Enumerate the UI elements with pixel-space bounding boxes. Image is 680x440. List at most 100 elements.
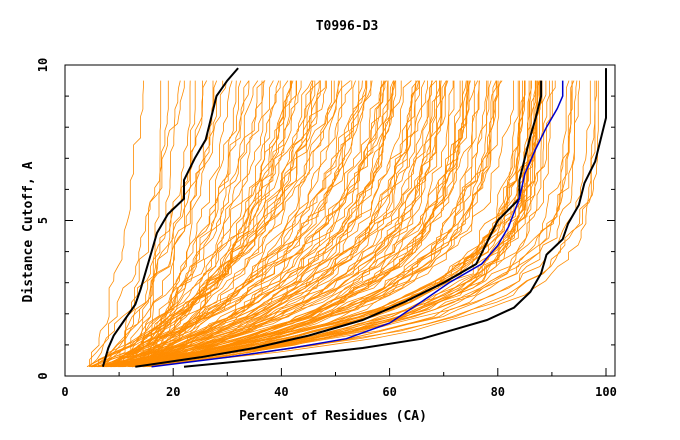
- model-curve: [138, 80, 599, 368]
- model-curve: [143, 80, 597, 368]
- model-curve: [111, 80, 292, 367]
- x-axis-label: Percent of Residues (CA): [239, 409, 427, 424]
- model-curve: [142, 80, 242, 367]
- model-curve: [136, 80, 596, 368]
- model-curve: [112, 80, 440, 368]
- x-tick-label: 0: [61, 385, 68, 399]
- x-tick-label: 40: [274, 385, 288, 399]
- model-curve: [87, 80, 326, 368]
- model-curve: [107, 80, 363, 368]
- model-curve: [134, 80, 448, 368]
- model-curve: [130, 80, 266, 367]
- y-tick-label: 5: [36, 217, 50, 224]
- model-curve: [113, 80, 259, 367]
- model-curve: [88, 80, 208, 367]
- model-curve: [116, 80, 169, 367]
- model-curve: [98, 80, 250, 368]
- highlight-curve-4: [183, 68, 607, 368]
- model-curve: [122, 80, 420, 368]
- model-curve: [139, 80, 497, 368]
- model-curve: [143, 80, 353, 368]
- model-curve: [147, 80, 419, 368]
- model-curve: [99, 80, 396, 368]
- model-curve: [132, 80, 538, 368]
- model-curve: [133, 80, 181, 367]
- y-tick-label: 10: [36, 58, 50, 72]
- model-curve: [136, 80, 455, 368]
- model-curve: [130, 80, 233, 367]
- model-curve: [118, 80, 442, 368]
- model-curve: [94, 80, 447, 368]
- model-curve: [131, 80, 489, 368]
- model-curve: [96, 80, 428, 368]
- highlight-curve-3: [151, 80, 564, 368]
- model-curve: [89, 80, 396, 368]
- y-axis-label: Distance Cutoff, A: [21, 161, 36, 302]
- model-curve: [111, 80, 412, 368]
- model-curve: [98, 80, 227, 367]
- model-curve: [124, 80, 335, 368]
- highlight-curves: [101, 67, 607, 368]
- model-curve: [103, 80, 542, 368]
- model-curve: [90, 80, 144, 367]
- x-tick-label: 20: [166, 385, 180, 399]
- model-curve: [92, 80, 341, 368]
- model-curve: [142, 80, 501, 368]
- model-curve: [148, 80, 297, 367]
- x-tick-label: 100: [595, 385, 617, 399]
- model-curve: [152, 80, 449, 368]
- model-curve: [104, 80, 542, 368]
- model-curve: [98, 80, 368, 368]
- model-curve: [136, 80, 386, 368]
- model-curve: [143, 80, 580, 368]
- model-curve: [115, 80, 541, 368]
- model-curve: [124, 80, 327, 367]
- model-curve: [118, 80, 471, 368]
- model-curve: [145, 80, 162, 367]
- x-tick-label: 60: [382, 385, 396, 399]
- model-curve: [150, 80, 432, 368]
- model-curve: [108, 80, 394, 368]
- highlight-curve-2: [135, 80, 543, 368]
- model-curve: [107, 80, 503, 368]
- model-curve: [110, 80, 591, 368]
- model-curve: [104, 80, 203, 367]
- model-curve: [102, 80, 469, 368]
- y-tick-label: 0: [36, 372, 50, 379]
- model-curve: [86, 80, 316, 368]
- highlight-curve-1: [101, 67, 239, 367]
- model-curve: [106, 80, 463, 368]
- model-curve: [143, 80, 280, 367]
- model-curve: [150, 80, 547, 368]
- model-curve: [101, 80, 291, 367]
- model-curve: [142, 80, 214, 367]
- model-curve: [90, 80, 313, 368]
- x-ticks: 0 20 40 60 80 100: [61, 368, 617, 399]
- model-curve: [103, 80, 224, 367]
- x-tick-label: 80: [491, 385, 505, 399]
- model-curve: [101, 80, 297, 368]
- model-curve: [136, 80, 389, 368]
- model-curve: [143, 80, 532, 368]
- model-curve: [98, 80, 274, 368]
- model-curve: [137, 80, 263, 367]
- model-curve: [98, 80, 536, 368]
- model-curve: [102, 80, 573, 368]
- model-curve: [105, 80, 373, 368]
- model-curve: [138, 80, 367, 368]
- model-curve: [119, 80, 575, 368]
- model-curve: [139, 80, 468, 368]
- model-curve: [91, 80, 386, 368]
- model-curve: [112, 80, 356, 368]
- model-curve: [96, 80, 397, 368]
- model-curve: [98, 80, 417, 368]
- chart-title: T0996-D3: [316, 19, 379, 34]
- model-curve: [120, 80, 360, 368]
- model-curve: [103, 80, 321, 368]
- y-ticks: 0 5 10: [36, 58, 615, 380]
- model-curve: [91, 80, 570, 368]
- model-curve: [89, 80, 185, 367]
- model-curve: [135, 80, 437, 368]
